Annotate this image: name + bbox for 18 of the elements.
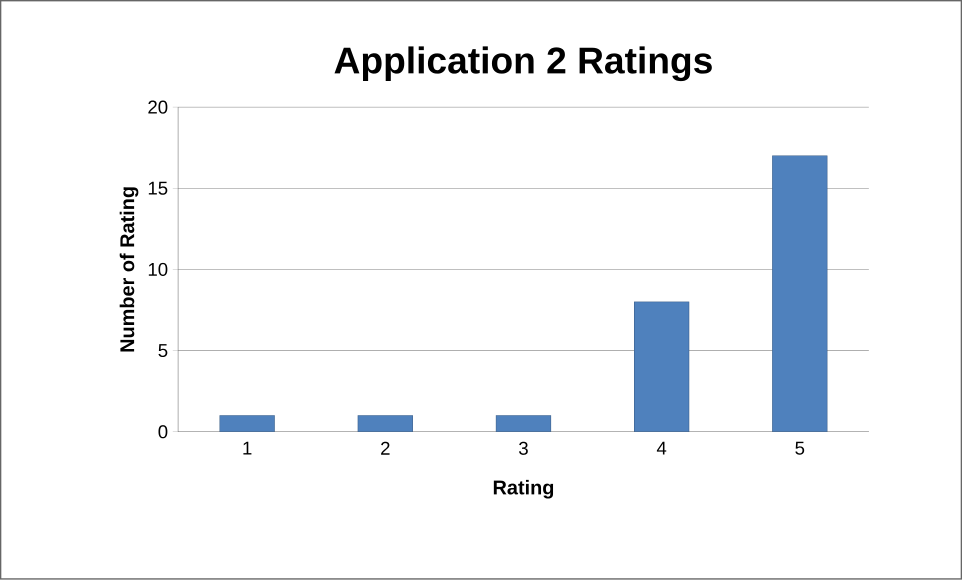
bar [634, 302, 690, 432]
bar [358, 415, 413, 432]
y-tick-label: 5 [158, 344, 168, 358]
y-axis-title: Number of Rating [120, 187, 138, 352]
x-tick-label: 2 [381, 442, 390, 455]
bar [496, 415, 552, 432]
y-tick-label: 20 [148, 100, 168, 114]
x-tick-label: 1 [243, 442, 252, 455]
y-tick-label: 0 [158, 425, 168, 438]
chart-title: Application 2 Ratings [334, 46, 712, 82]
x-tick-label: 3 [519, 442, 528, 456]
bar [220, 415, 275, 432]
y-tick-label: 10 [148, 263, 168, 276]
y-tick-label: 15 [148, 182, 168, 195]
x-tick-label: 4 [656, 442, 666, 455]
bar [772, 156, 828, 432]
x-axis-title: Rating [494, 480, 554, 499]
x-tick-label: 5 [795, 442, 804, 455]
